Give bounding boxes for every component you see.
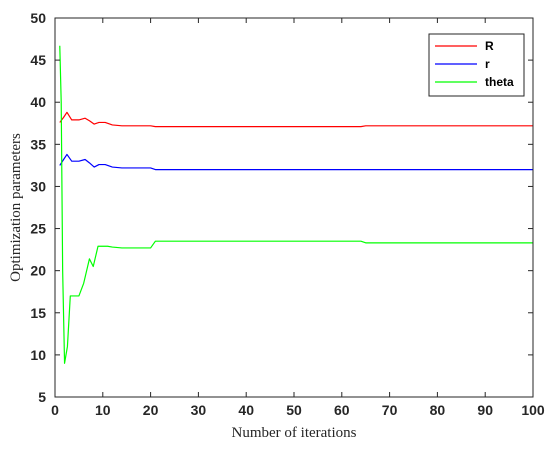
series-layer: [59, 45, 533, 364]
x-tick-label: 70: [382, 402, 398, 418]
y-tick-label: 5: [38, 389, 46, 405]
legend-box: [428, 33, 525, 97]
x-tick-label: 50: [286, 402, 302, 418]
y-tick-label: 20: [30, 263, 46, 279]
series-line-theta: [59, 45, 533, 364]
y-tick-label: 35: [30, 136, 46, 152]
y-tick-label: 30: [30, 178, 46, 194]
x-tick-label: 90: [477, 402, 493, 418]
x-axis-label: Number of iterations: [232, 425, 357, 441]
y-tick-label: 40: [30, 94, 46, 110]
series-line-R: [59, 111, 533, 128]
y-tick-label: 45: [30, 52, 46, 68]
y-tick-label: 50: [30, 10, 46, 26]
y-tick-label: 15: [30, 305, 46, 321]
legend-label-r: r: [485, 57, 490, 71]
y-axis-label: Optimization parameters: [8, 133, 24, 282]
x-tick-label: 100: [521, 402, 545, 418]
legend-label-theta: theta: [485, 75, 514, 89]
x-tick-label: 20: [143, 402, 159, 418]
y-tick-label: 10: [30, 347, 46, 363]
series-line-r: [59, 153, 533, 171]
y-tick-label: 25: [30, 221, 46, 237]
legend: Rr theta: [428, 33, 525, 97]
x-tick-label: 30: [191, 402, 207, 418]
x-tick-label: 10: [95, 402, 111, 418]
x-tick-label: 60: [334, 402, 350, 418]
x-tick-label: 80: [430, 402, 446, 418]
x-tick-label: 0: [51, 402, 59, 418]
x-tick-label: 40: [238, 402, 254, 418]
legend-label-R: R: [485, 39, 494, 53]
ticks-layer: 0 10 20 30 40 50 60 70 80 90 100 5 10 15 20 25 30 35 40 45 5…: [30, 10, 544, 418]
